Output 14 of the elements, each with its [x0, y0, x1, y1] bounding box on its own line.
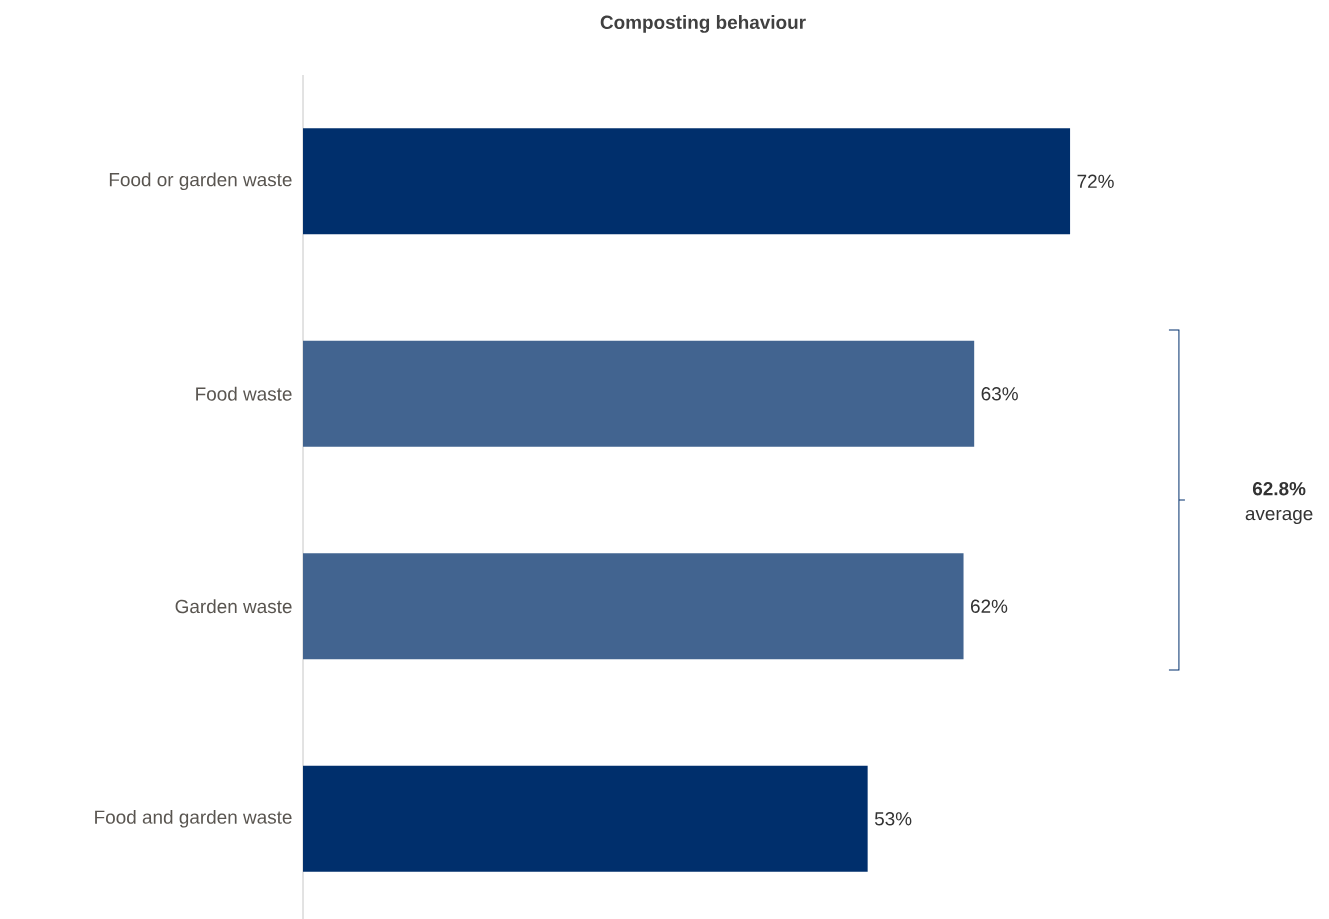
data-label: 62% [971, 599, 1008, 613]
data-label: 53% [874, 812, 912, 826]
chart-title: Composting behaviour [600, 15, 806, 33]
y-tick-label: Food and garden waste [95, 809, 292, 828]
text: 62.8% average [1245, 481, 1313, 525]
bar [303, 553, 964, 660]
data-label: 72% [1077, 174, 1114, 188]
data-label: 63% [981, 387, 1018, 401]
y-tick-label: Food or garden waste [109, 172, 292, 191]
y-tick-label: Food waste [196, 386, 292, 401]
bar [303, 340, 975, 447]
bar [303, 128, 1071, 235]
y-tick-label: Garden waste [175, 599, 292, 614]
bar [303, 765, 868, 872]
